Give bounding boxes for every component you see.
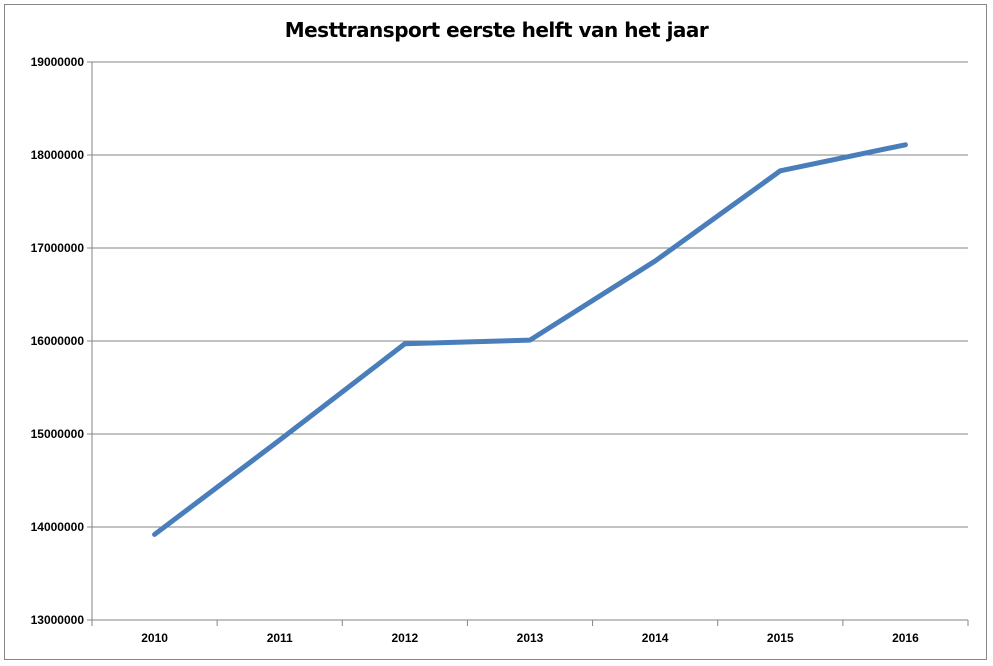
y-tick-label: 15000000 [31, 427, 85, 441]
x-tick-label: 2014 [642, 631, 669, 645]
y-tick-label: 19000000 [31, 55, 85, 69]
y-tick-label: 13000000 [31, 613, 85, 627]
y-tick-label: 18000000 [31, 148, 85, 162]
y-tick-label: 17000000 [31, 241, 85, 255]
series-line [152, 142, 908, 537]
x-tick-label: 2016 [892, 631, 919, 645]
chart-frame [4, 4, 987, 660]
chart-title: Mesttransport eerste helft van het jaar [284, 18, 709, 42]
x-tick-label: 2013 [517, 631, 544, 645]
x-tick-label: 2012 [392, 631, 419, 645]
x-tick-label: 2015 [767, 631, 794, 645]
y-tick-label: 14000000 [31, 520, 85, 534]
x-tick-label: 2011 [267, 631, 293, 645]
x-tick-label: 2010 [141, 631, 168, 645]
y-tick-label: 16000000 [31, 334, 85, 348]
